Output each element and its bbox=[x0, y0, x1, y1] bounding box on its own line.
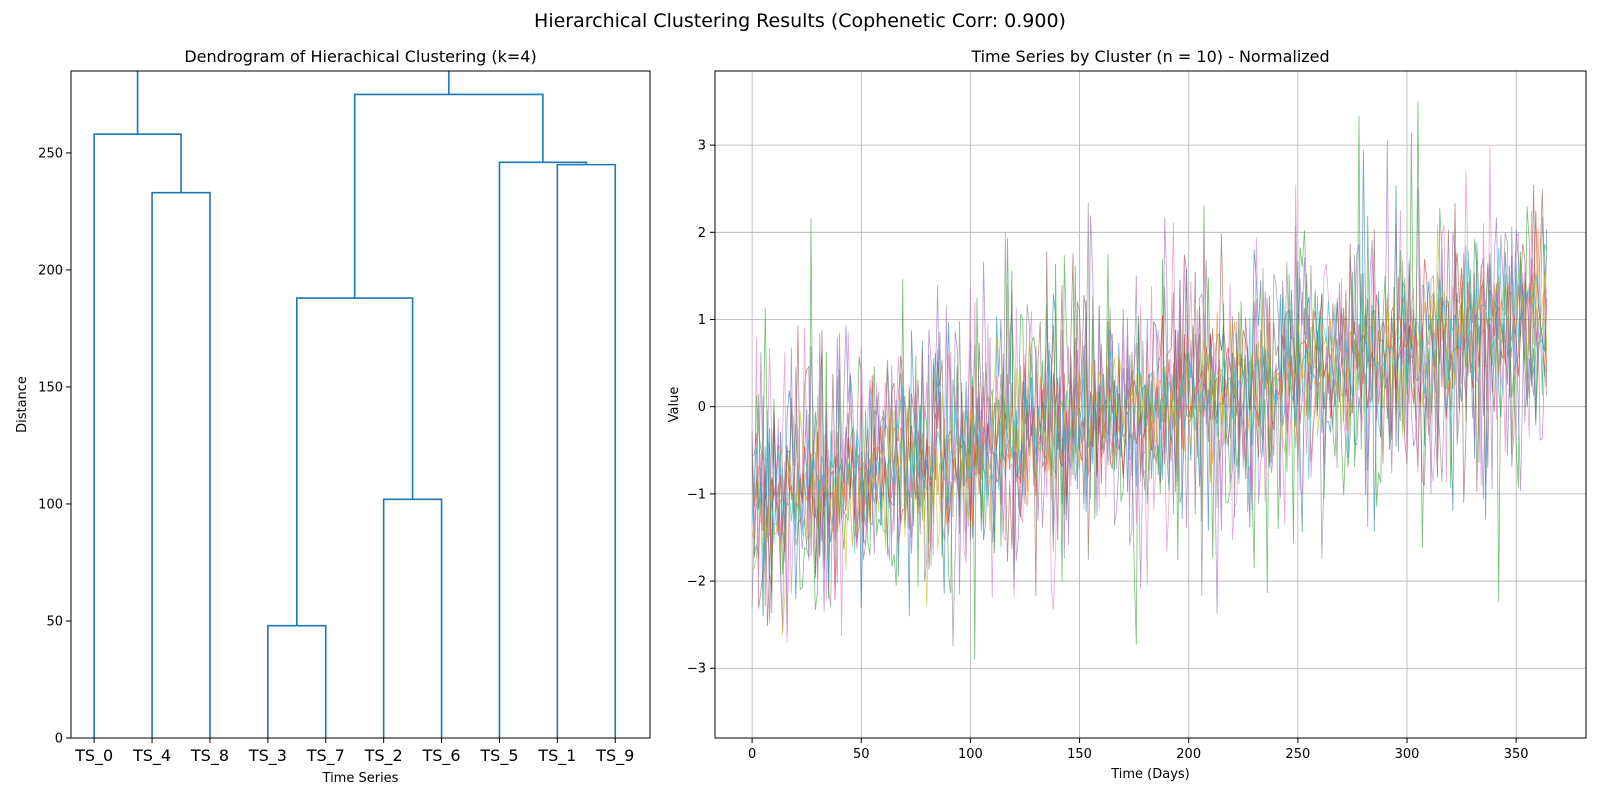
y-tick-label: 0 bbox=[55, 732, 63, 747]
y-tick-label: 100 bbox=[38, 497, 63, 512]
figure-title: Hierarchical Clustering Results (Cophene… bbox=[534, 10, 1066, 32]
dendrogram-title: Dendrogram of Hierachical Clustering (k=… bbox=[184, 47, 536, 66]
leaf-label: TS_3 bbox=[248, 746, 287, 766]
dendrogram-y-label: Distance bbox=[15, 376, 30, 433]
timeseries-y-axis: −3 −2 −1 0 1 2 3 bbox=[687, 139, 715, 677]
x-tick-label: 0 bbox=[748, 747, 756, 762]
timeseries-y-label: Value bbox=[667, 387, 682, 423]
x-tick-label: 250 bbox=[1285, 747, 1310, 762]
leaf-label: TS_0 bbox=[74, 746, 113, 766]
leaf-label: TS_5 bbox=[479, 746, 518, 766]
y-tick-label: 250 bbox=[38, 146, 63, 161]
x-tick-label: 200 bbox=[1176, 747, 1201, 762]
dendrogram-x-label: Time Series bbox=[322, 771, 399, 786]
x-tick-label: 100 bbox=[958, 747, 983, 762]
y-tick-label: 3 bbox=[698, 139, 706, 154]
y-tick-label: 150 bbox=[38, 380, 63, 395]
y-tick-label: −3 bbox=[687, 662, 706, 677]
dendrogram-link bbox=[353, 93, 544, 299]
y-tick-label: 2 bbox=[698, 226, 706, 241]
leaf-label: TS_2 bbox=[364, 746, 403, 766]
dendrogram-link bbox=[382, 498, 443, 738]
x-tick-label: 150 bbox=[1067, 747, 1092, 762]
dendrogram-frame bbox=[70, 70, 651, 739]
timeseries-line bbox=[751, 145, 1548, 643]
leaf-label: TS_7 bbox=[306, 746, 345, 766]
dendrogram-link bbox=[498, 161, 588, 738]
dendrogram-links bbox=[93, 71, 617, 738]
y-tick-label: 50 bbox=[46, 614, 63, 629]
timeseries-x-axis: 0 50 100 150 200 250 300 350 bbox=[748, 738, 1529, 762]
x-tick-label: 300 bbox=[1395, 747, 1420, 762]
x-tick-label: 350 bbox=[1504, 747, 1529, 762]
leaf-label: TS_4 bbox=[132, 746, 171, 766]
timeseries-line bbox=[751, 187, 1548, 647]
dendrogram-x-axis: TS_0 TS_4 TS_8 TS_3 TS_7 TS_2 TS_6 TS_5 TS_1 TS_9 bbox=[74, 738, 634, 766]
dendrogram-link bbox=[93, 133, 182, 738]
timeseries-chart: −3 −2 −1 0 1 2 3 0 50 100 150 200 250 300 350 Time Seri… bbox=[667, 47, 1587, 782]
y-tick-label: 200 bbox=[38, 263, 63, 278]
y-tick-label: −2 bbox=[687, 575, 706, 590]
leaf-label: TS_1 bbox=[537, 746, 576, 766]
leaf-label: TS_6 bbox=[422, 746, 461, 766]
dendrogram-y-axis: 0 50 100 150 200 250 bbox=[38, 146, 71, 747]
y-tick-label: 1 bbox=[698, 313, 706, 328]
y-tick-label: −1 bbox=[687, 487, 706, 502]
dendrogram-link bbox=[296, 297, 414, 626]
dendrogram-link bbox=[267, 624, 327, 738]
timeseries-line bbox=[751, 245, 1548, 582]
x-tick-label: 50 bbox=[853, 747, 870, 762]
timeseries-lines bbox=[751, 101, 1548, 660]
y-tick-label: 0 bbox=[698, 400, 706, 415]
timeseries-line bbox=[751, 224, 1548, 636]
leaf-label: TS_8 bbox=[190, 746, 229, 766]
timeseries-title: Time Series by Cluster (n = 10) - Normal… bbox=[970, 47, 1329, 66]
timeseries-frame bbox=[714, 70, 1587, 739]
timeseries-x-label: Time (Days) bbox=[1110, 767, 1190, 782]
dendrogram-link bbox=[556, 163, 617, 738]
leaf-label: TS_9 bbox=[595, 746, 634, 766]
dendrogram-link bbox=[151, 191, 211, 738]
